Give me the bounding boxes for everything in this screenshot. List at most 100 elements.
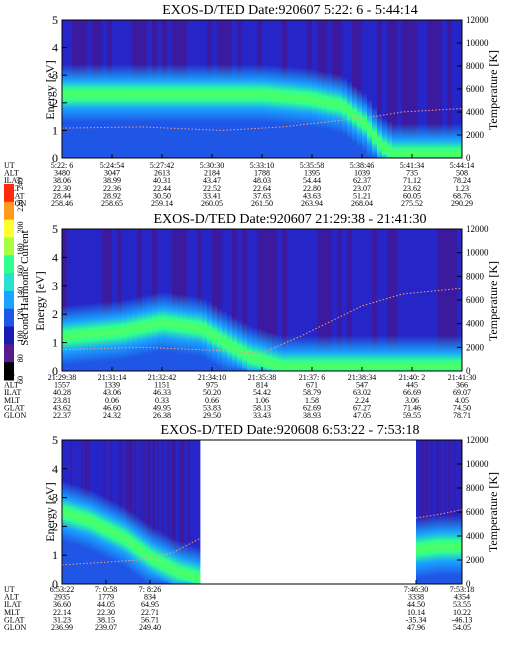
panel-2-title: EXOS-D/TED Date:920607 21:29:38 - 21:41:… xyxy=(154,212,427,227)
spectrogram-column xyxy=(106,440,109,584)
orbit-row-value: 1.58 xyxy=(305,396,319,405)
spectrogram-column xyxy=(137,229,143,371)
spectrogram-column xyxy=(194,440,197,584)
spectrogram-column xyxy=(182,229,188,371)
spectrogram-column xyxy=(402,229,408,371)
spectrogram-column xyxy=(131,440,134,584)
spectrogram-column xyxy=(417,229,423,371)
orbit-row-label: ILAT xyxy=(4,388,21,397)
orbit-row-value: 31.23 xyxy=(53,615,71,624)
panel-2-spectrogram xyxy=(61,229,463,371)
colorbar-tick-label: 140 xyxy=(16,287,25,299)
orbit-row-value: 30.50 xyxy=(153,191,171,200)
spectrogram-column xyxy=(436,440,438,584)
orbit-row-value: 67.27 xyxy=(353,403,371,412)
colorbar-swatch xyxy=(4,201,14,221)
temperature-tick-label: 2000 xyxy=(466,130,485,140)
orbit-row-value: -35.34 xyxy=(406,615,427,624)
spectrogram-column xyxy=(448,440,450,584)
spectrogram-column xyxy=(447,20,453,158)
spectrogram-column xyxy=(67,20,73,158)
panel-3: EXOS-D/TED Date:920608 6:53:22 - 7:53:18… xyxy=(4,423,500,632)
spectrogram-column xyxy=(70,440,73,584)
spectrogram-column xyxy=(110,440,113,584)
spectrogram-column xyxy=(416,440,418,584)
spectrogram-column xyxy=(202,20,208,158)
spectrogram-column xyxy=(217,20,223,158)
orbit-row-value: 62.69 xyxy=(303,403,321,412)
temperature-tick-label: 12000 xyxy=(466,15,489,25)
orbit-row-value: 69.07 xyxy=(453,388,471,397)
orbit-row-value: 56.71 xyxy=(141,615,159,624)
spectrogram-column xyxy=(129,440,132,584)
spectrogram-column xyxy=(127,229,133,371)
colorbar-tick-label: 160 xyxy=(16,265,25,277)
spectrogram-column xyxy=(181,440,184,584)
spectrogram-column xyxy=(167,440,170,584)
spectrogram-column xyxy=(367,20,373,158)
spectrogram-column xyxy=(418,440,420,584)
spectrogram-column xyxy=(192,229,198,371)
energy-tick-label: 0 xyxy=(52,577,58,591)
spectrogram-column xyxy=(167,229,173,371)
spectrogram-column xyxy=(132,229,138,371)
orbit-row-label: ALT xyxy=(4,381,19,390)
spectrogram-column xyxy=(77,440,80,584)
energy-tick-label: 4 xyxy=(52,462,58,476)
spectrogram-column xyxy=(432,229,438,371)
temperature-tick-label: 0 xyxy=(466,366,471,376)
spectrogram-column xyxy=(165,440,168,584)
spectrogram-column xyxy=(72,229,78,371)
spectrogram-column xyxy=(198,440,201,584)
spectrogram-column xyxy=(417,440,419,584)
spectrogram-column xyxy=(227,20,233,158)
orbit-row-value: 445 xyxy=(406,381,418,390)
spectrogram-column xyxy=(420,440,421,584)
orbit-row-value: 38.15 xyxy=(97,615,115,624)
spectrogram-column xyxy=(456,440,458,584)
orbit-row-value: 5:38:46 xyxy=(350,161,374,170)
orbit-row-value: 40.28 xyxy=(53,388,71,397)
orbit-row-value: 60.05 xyxy=(403,191,421,200)
spectrogram-column xyxy=(312,20,318,158)
orbit-row-value: 239.07 xyxy=(95,623,117,632)
orbit-row-value: 22.36 xyxy=(103,184,121,193)
temperature-trace xyxy=(415,509,463,519)
spectrogram-column xyxy=(430,440,432,584)
spectrogram-column xyxy=(455,440,457,584)
orbit-row-value: 290.29 xyxy=(451,199,473,208)
spectrogram-column xyxy=(94,440,97,584)
colorbar-swatch xyxy=(4,326,14,345)
spectrogram-column xyxy=(136,440,139,584)
spectrogram-column xyxy=(67,440,70,584)
spectrogram-column xyxy=(439,440,441,584)
spectrogram-column xyxy=(434,440,436,584)
spectrogram-column xyxy=(122,440,125,584)
panel-3-axes: 0 1 2 3 4 5 0 2000 4000 6000 8000 10000 12000 xyxy=(52,433,489,591)
orbit-row-value: 508 xyxy=(456,169,468,178)
colorbar-tick-label: 100 xyxy=(16,330,25,342)
spectrogram-column xyxy=(424,440,426,584)
spectrogram-column xyxy=(382,20,388,158)
orbit-row-value: 7: 8:26 xyxy=(139,585,161,594)
spectrogram-column xyxy=(337,229,343,371)
orbit-row-value: 78.24 xyxy=(453,176,471,185)
spectrogram-column xyxy=(327,229,333,371)
orbit-row-value: 4.05 xyxy=(455,396,469,405)
spectrogram-column xyxy=(442,20,448,158)
orbit-row-value: 68.76 xyxy=(453,191,471,200)
spectrogram-column xyxy=(421,440,423,584)
orbit-row-value: 814 xyxy=(256,381,268,390)
spectrogram-column xyxy=(122,20,128,158)
spectrogram-column xyxy=(163,440,166,584)
spectrogram-column xyxy=(432,440,434,584)
spectrogram-column xyxy=(426,440,428,584)
orbit-row-value: 62.37 xyxy=(353,176,371,185)
spectrogram-column xyxy=(187,440,191,584)
temperature-tick-label: 6000 xyxy=(466,507,485,517)
orbit-row-value: 50.20 xyxy=(203,388,221,397)
spectrogram-column xyxy=(247,20,253,158)
spectrogram-column xyxy=(125,440,128,584)
spectrogram-column xyxy=(146,440,149,584)
spectrogram-column xyxy=(202,229,208,371)
